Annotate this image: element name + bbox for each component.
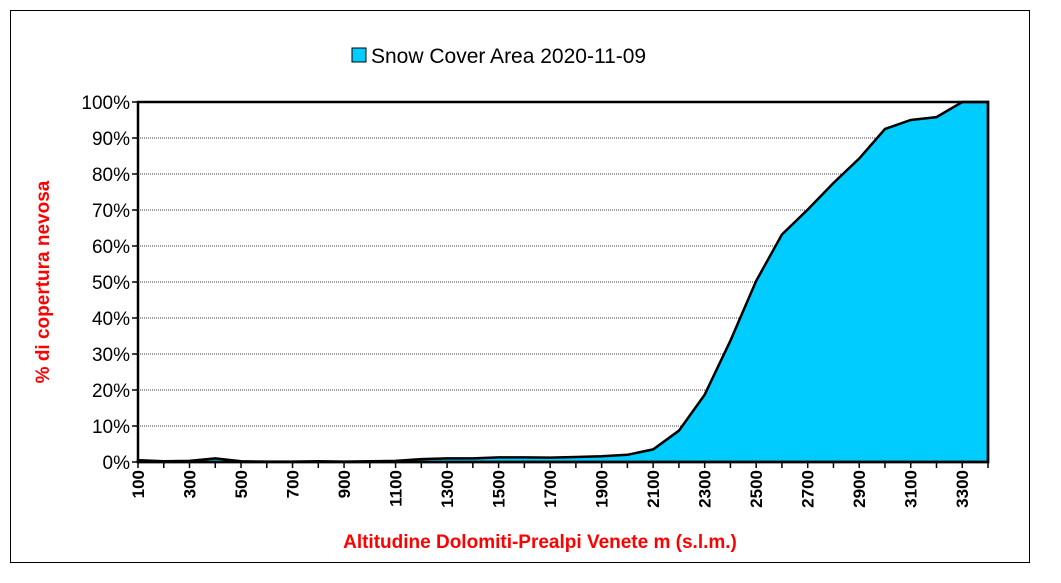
x-tick-label: 1500 xyxy=(490,470,509,508)
x-tick-label: 2900 xyxy=(850,470,869,508)
x-tick-label: 900 xyxy=(335,470,354,498)
x-tick-label: 500 xyxy=(232,470,251,498)
x-tick-label: 100 xyxy=(129,470,148,498)
y-tick-label: 10% xyxy=(92,417,130,438)
x-tick-label: 3300 xyxy=(953,470,972,508)
y-tick-label: 0% xyxy=(103,453,131,474)
x-tick-label: 1700 xyxy=(541,470,560,508)
y-tick-label: 40% xyxy=(92,309,130,330)
x-tick-label: 300 xyxy=(181,470,200,498)
x-tick-label: 2700 xyxy=(799,470,818,508)
legend-swatch xyxy=(351,47,367,63)
y-tick-label: 90% xyxy=(92,129,130,150)
x-tick-label: 2500 xyxy=(747,470,766,508)
y-tick-label: 60% xyxy=(92,237,130,258)
legend-label: Snow Cover Area 2020-11-09 xyxy=(371,45,646,68)
x-tick-label: 3100 xyxy=(902,470,921,508)
y-tick-label: 30% xyxy=(92,345,130,366)
x-tick-label: 2100 xyxy=(644,470,663,508)
x-tick-label: 2300 xyxy=(696,470,715,508)
y-tick-label: 20% xyxy=(92,381,130,402)
x-axis-ticks: 100 300 500 700 900 1100 1300 1500 1700 1900 2100 2… xyxy=(129,462,989,508)
y-axis-title: % di copertura nevosa xyxy=(33,180,54,383)
y-tick-label: 70% xyxy=(92,201,130,222)
y-axis-ticks: 0% 10% 20% 30% 40% 50% 60% 70% 80% 90% 100% xyxy=(81,93,138,474)
x-tick-label: 1300 xyxy=(438,470,457,508)
y-tick-label: 80% xyxy=(92,165,130,186)
x-tick-label: 700 xyxy=(284,470,303,498)
y-tick-label: 50% xyxy=(92,273,130,294)
x-tick-label: 1100 xyxy=(387,470,406,507)
y-tick-label: 100% xyxy=(81,93,130,114)
x-axis-title: Altitudine Dolomiti-Prealpi Venete m (s.… xyxy=(343,532,737,553)
x-tick-label: 1900 xyxy=(593,470,612,508)
